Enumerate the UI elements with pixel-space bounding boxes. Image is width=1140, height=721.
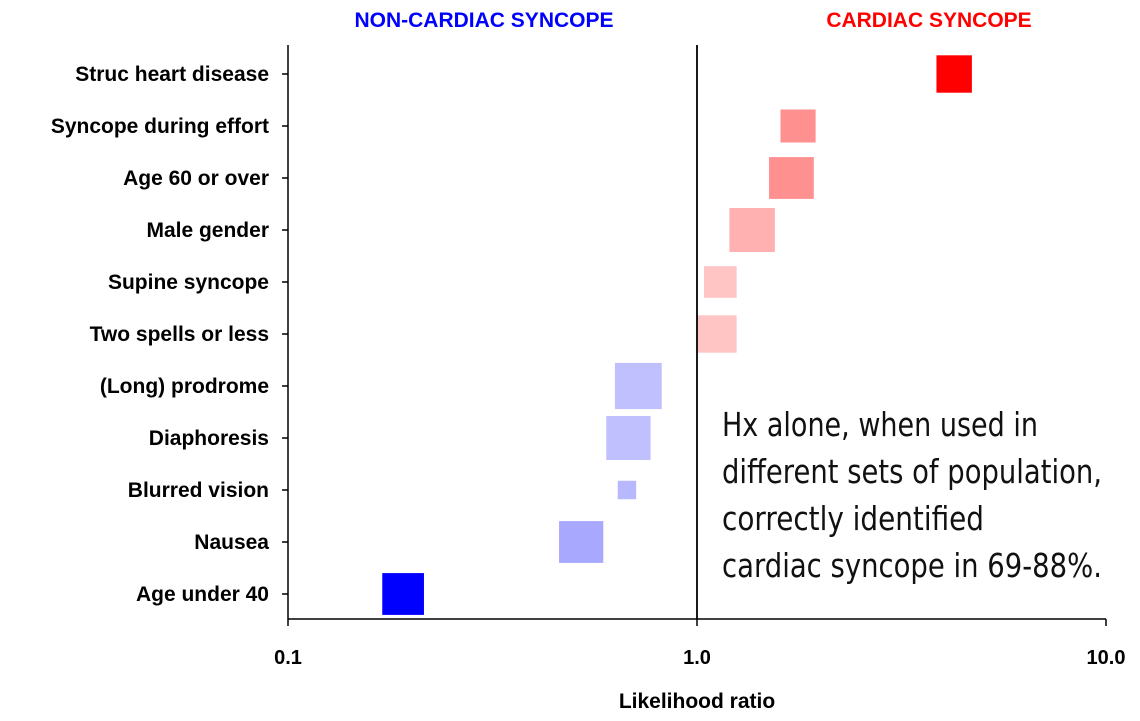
likelihood-ratio-box [382, 573, 424, 615]
x-tick-label: 0.1 [274, 647, 302, 669]
annotation-line: correctly identified [722, 499, 984, 538]
row-label: Nausea [194, 531, 269, 554]
likelihood-ratio-box [559, 521, 604, 563]
annotation-line: Hx alone, when used in [722, 405, 1038, 444]
row-label: Struc heart disease [75, 63, 269, 86]
row-label: Male gender [146, 219, 269, 242]
likelihood-ratio-box [606, 416, 651, 460]
row-label: (Long) prodrome [100, 375, 269, 398]
likelihood-ratio-box [729, 208, 775, 252]
row-label: Blurred vision [128, 479, 269, 502]
likelihood-ratio-box [697, 315, 737, 353]
annotation-text: Hx alone, when used in different sets of … [722, 405, 1102, 585]
row-label: Age under 40 [136, 583, 269, 606]
row-label: Two spells or less [90, 323, 269, 346]
x-tick-label: 10.0 [1087, 647, 1126, 669]
likelihood-ratio-box [614, 362, 662, 410]
likelihood-ratio-box [780, 109, 816, 143]
row-label: Syncope during effort [51, 115, 269, 138]
annotation-line: cardiac syncope in 69-88%. [722, 546, 1102, 585]
x-tick-label: 1.0 [683, 647, 711, 669]
row-label: Diaphoresis [149, 427, 269, 450]
likelihood-ratio-box [936, 55, 972, 93]
annotation-line: different sets of population, [722, 452, 1102, 491]
x-axis-label: Likelihood ratio [619, 690, 775, 713]
row-label: Supine syncope [108, 271, 269, 294]
likelihood-ratio-box [703, 266, 737, 298]
header-non-cardiac: NON-CARDIAC SYNCOPE [354, 9, 613, 32]
likelihood-ratio-box [769, 157, 814, 199]
likelihood-ratio-box [617, 480, 637, 500]
header-cardiac: CARDIAC SYNCOPE [826, 9, 1031, 32]
row-label: Age 60 or over [123, 167, 269, 190]
